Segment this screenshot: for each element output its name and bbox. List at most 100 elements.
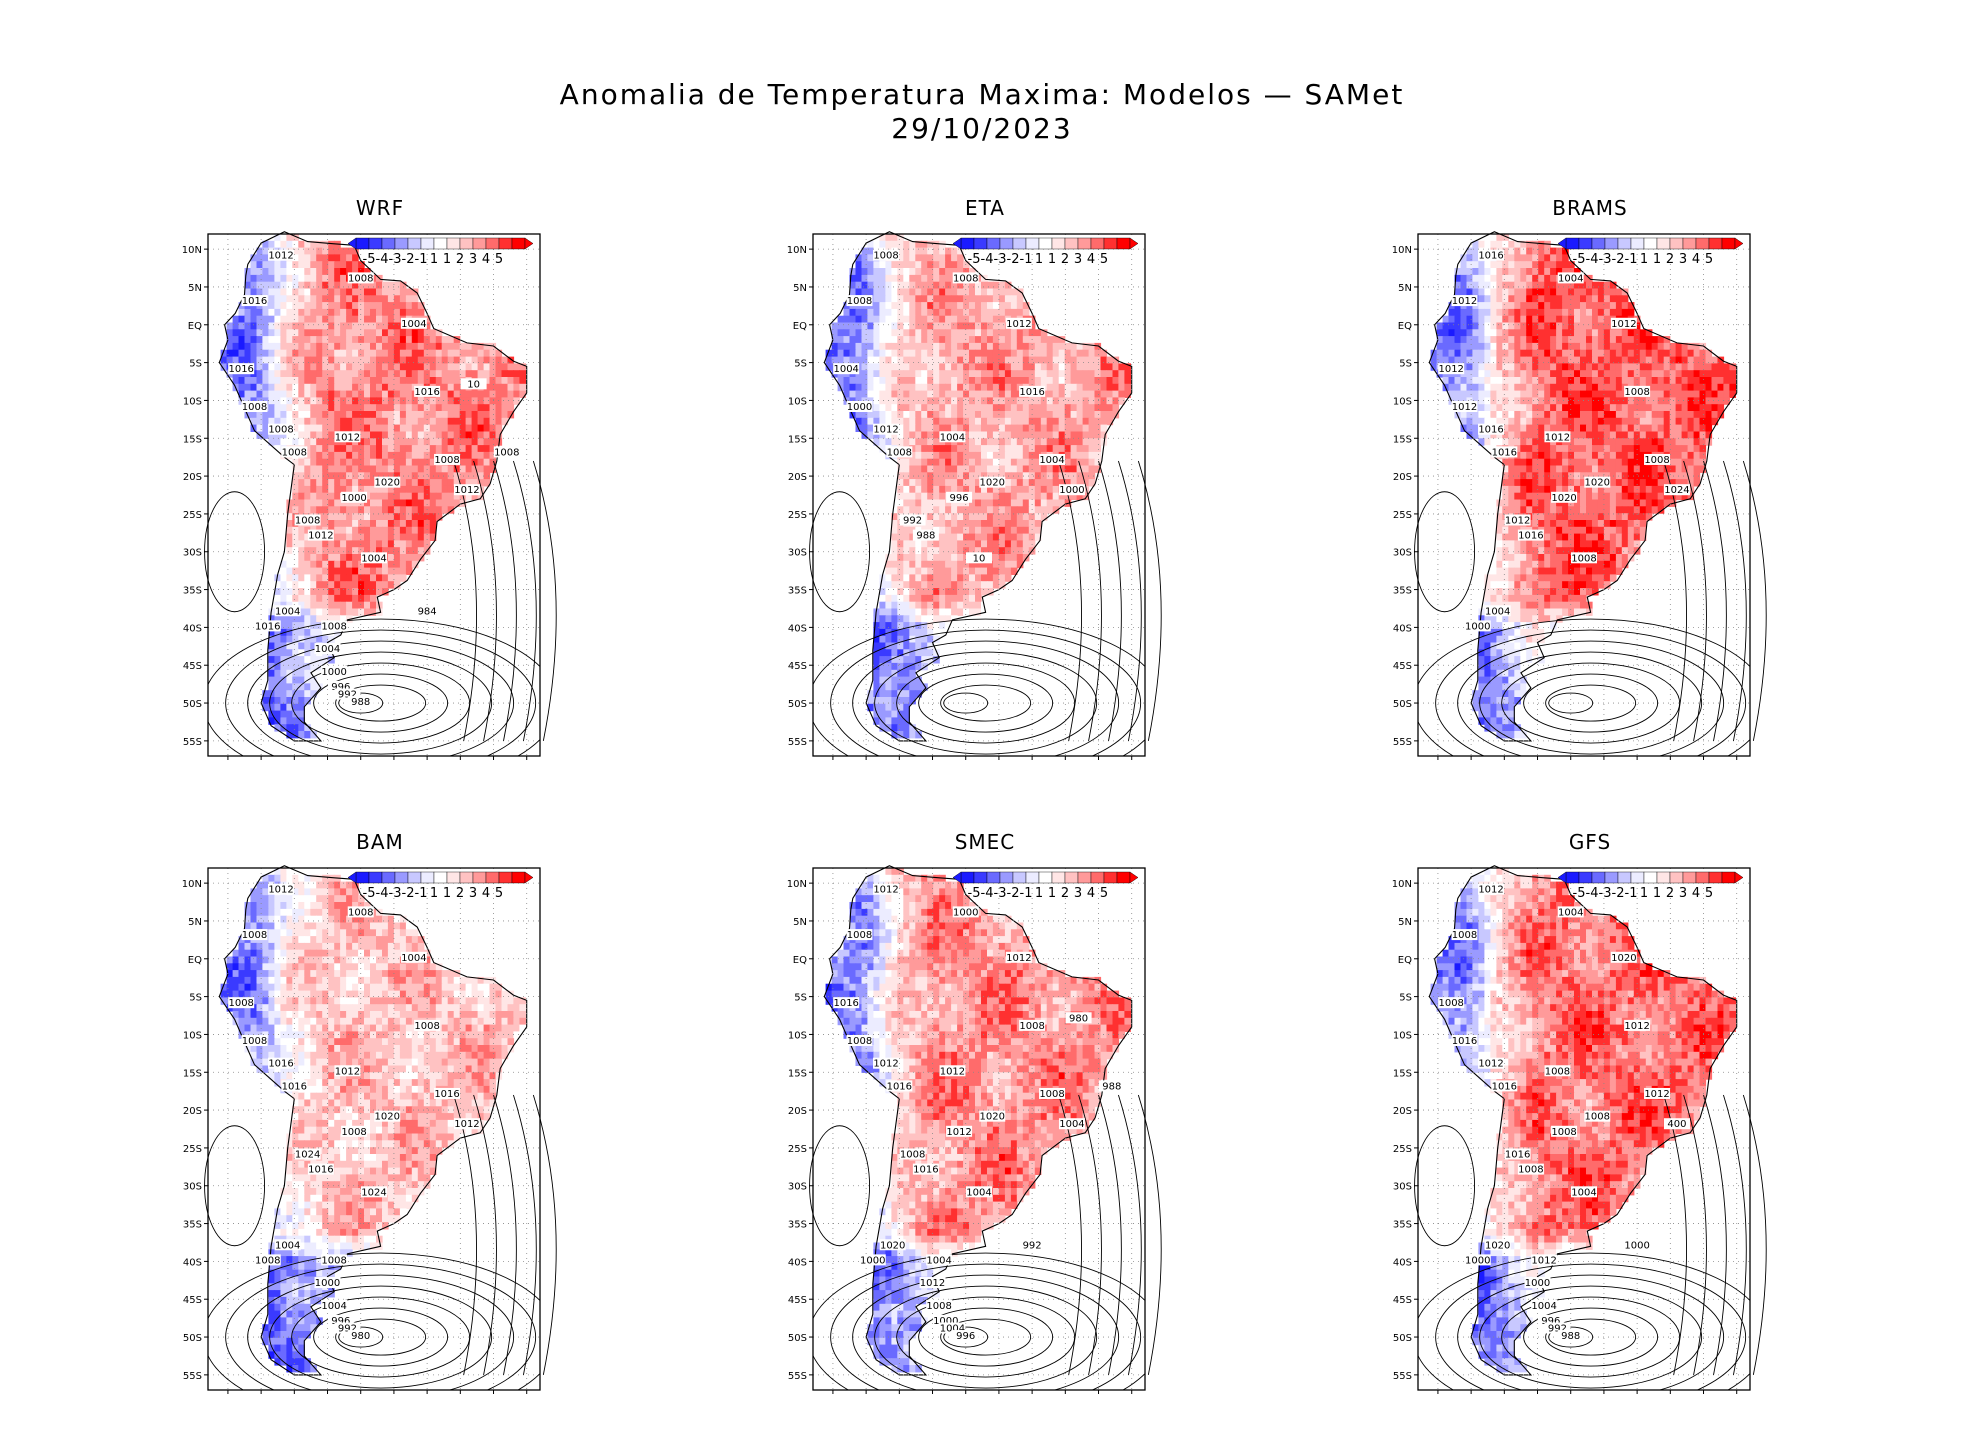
colorbar-label: 2	[456, 886, 464, 901]
isobar-label: 1004	[1059, 1119, 1084, 1130]
coastline	[218, 865, 528, 1376]
isobar-label: 996	[331, 682, 350, 693]
isobar-label: 1012	[335, 1066, 360, 1077]
isobar-label: 1012	[454, 1119, 479, 1130]
lat-tick-label: 40S	[788, 1257, 807, 1268]
panel-title: GFS	[1568, 830, 1612, 854]
lat-tick-label: 50S	[183, 699, 202, 710]
colorbar: -5 -4 -3 -2 -1 1 1 2 3 4 5	[952, 871, 1139, 901]
pressure-contours	[1414, 460, 1767, 756]
isobar-label: 988	[916, 531, 935, 542]
colorbar-label: 1	[430, 886, 438, 901]
lat-tick-label: EQ	[793, 321, 807, 332]
colorbar-label: -4	[981, 252, 994, 267]
isobar-label: 1008	[1452, 930, 1477, 941]
isobar-label: 1004	[1485, 606, 1510, 617]
colorbar-label: 5	[495, 252, 503, 267]
isobar-label: 1008	[1518, 1165, 1543, 1176]
lat-tick-label: 10S	[1393, 396, 1412, 407]
isobar-label: 1016	[255, 621, 280, 632]
lat-tick-label: 5S	[189, 993, 202, 1004]
map-frame	[1417, 867, 1751, 1391]
colorbar-label: -1	[1020, 252, 1033, 267]
lat-tick-label: 10N	[787, 879, 807, 890]
isobar-label: 1012	[335, 432, 360, 443]
lat-tick-label: 10S	[183, 1030, 202, 1041]
lat-tick-label: 10S	[183, 396, 202, 407]
colorbar-label: -5	[968, 252, 981, 267]
isobar-label: 1008	[847, 1036, 872, 1047]
colorbar-label: -3	[389, 886, 402, 901]
colorbar-label: 4	[1692, 886, 1700, 901]
isobar-label: 1012	[1452, 296, 1477, 307]
isobar-label: 1020	[375, 1112, 400, 1123]
coastline	[1428, 865, 1738, 1376]
lat-tick-label: 5S	[189, 359, 202, 370]
isobar-labels: 1012 1008 1016 1008 1012 1016 1012 1020 1008 1012…	[833, 883, 1125, 1342]
colorbar-label: 1	[443, 252, 451, 267]
lat-tick-label: 55S	[1393, 737, 1412, 748]
isobar-label: 1016	[308, 1165, 333, 1176]
isobar-label: 10	[973, 553, 986, 564]
colorbar-label: 3	[469, 886, 477, 901]
lat-tick-label: 50S	[1393, 1333, 1412, 1344]
isobar-label: 1012	[1006, 319, 1031, 330]
colorbar-label: 4	[482, 252, 490, 267]
colorbar-label: -2	[1007, 252, 1020, 267]
isobar-label: 1008	[926, 1301, 951, 1312]
lat-tick-label: 10N	[1392, 245, 1412, 256]
lat-tick-label: 30S	[1393, 1182, 1412, 1193]
isobar-label: 1004	[833, 364, 858, 375]
colorbar-label: -2	[1612, 252, 1625, 267]
isobar-label: 1008	[1039, 1089, 1064, 1100]
isobar-label: 1004	[361, 553, 386, 564]
isobar-label: 988	[1102, 1081, 1121, 1092]
colorbar-label: 2	[1666, 886, 1674, 901]
map-figure: 10N5NEQ5S10S15S20S25S30S35S40S45S50S55S8…	[182, 231, 557, 760]
main-title: Anomalia de Temperatura Maxima: Modelos …	[559, 78, 1405, 111]
map-frame	[207, 233, 541, 757]
isobar-label: 1016	[1492, 447, 1517, 458]
isobar-label: 1012	[1006, 953, 1031, 964]
isobar-label: 992	[338, 1323, 357, 1334]
lat-tick-label: 55S	[183, 1371, 202, 1382]
lat-tick-label: 30S	[788, 1182, 807, 1193]
isobar-label: 1004	[940, 432, 965, 443]
colorbar-label: -1	[415, 252, 428, 267]
colorbar-label: 4	[1087, 252, 1095, 267]
lat-tick-label: 5S	[794, 359, 807, 370]
isobar-label: 1012	[1505, 515, 1530, 526]
colorbar-label: -1	[1020, 886, 1033, 901]
isobar-label: 1004	[275, 1240, 300, 1251]
isobar-label: 1000	[847, 402, 872, 413]
panel-title: BRAMS	[1552, 196, 1628, 220]
isobar-label: 1012	[920, 1278, 945, 1289]
map-frame	[812, 233, 1146, 757]
isobar-label: 1008	[282, 447, 307, 458]
isobar-label: 1000	[1465, 621, 1490, 632]
isobar-label: 1008	[321, 621, 346, 632]
lat-tick-label: 55S	[1393, 1371, 1412, 1382]
isobar-label: 1020	[1585, 478, 1610, 489]
lat-tick-label: 40S	[1393, 623, 1412, 634]
colorbar-label: -3	[994, 252, 1007, 267]
isobar-label: 1016	[1518, 531, 1543, 542]
lat-tick-label: 35S	[788, 586, 807, 597]
isobar-label: 1020	[980, 1112, 1005, 1123]
isobar-label: 1004	[1039, 455, 1064, 466]
isobar-label: 1000	[933, 1316, 958, 1327]
colorbar-label: -3	[1599, 252, 1612, 267]
lat-tick-label: 45S	[183, 1295, 202, 1306]
isobar-label: 1008	[847, 296, 872, 307]
isobar-label: 1008	[414, 1021, 439, 1032]
grid-lines	[1418, 868, 1750, 1390]
lat-tick-label: 35S	[788, 1220, 807, 1231]
lat-tick-label: 45S	[1393, 661, 1412, 672]
lat-tick-label: 35S	[183, 586, 202, 597]
isobar-label: 1008	[953, 273, 978, 284]
isobar-label: 1000	[321, 667, 346, 678]
lat-tick-label: 20S	[788, 1106, 807, 1117]
coastline	[823, 865, 1133, 1376]
isobar-label: 1008	[242, 402, 267, 413]
isobar-label: 996	[1541, 1316, 1560, 1327]
